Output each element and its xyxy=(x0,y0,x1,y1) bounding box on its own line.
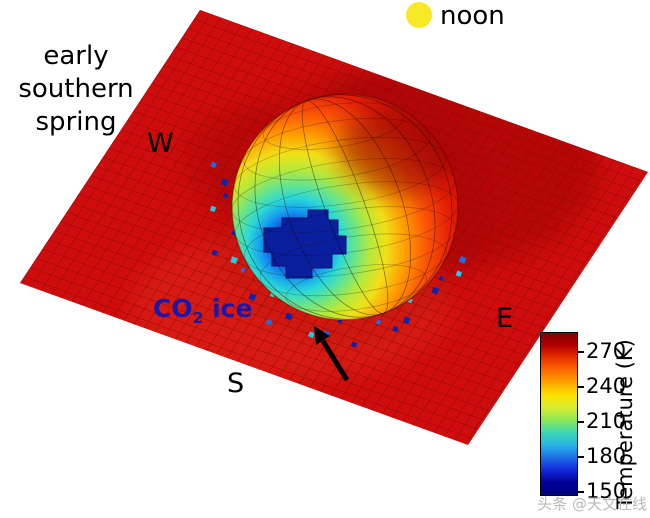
noon-label: noon xyxy=(440,1,505,31)
east-label: E xyxy=(496,303,514,334)
colorbar-tick-label: 240 xyxy=(586,373,627,398)
season-label: early southern spring xyxy=(0,40,152,139)
watermark: 头条 @天文在线 xyxy=(537,495,647,513)
season-line-2: southern xyxy=(18,74,134,104)
south-label: S xyxy=(227,368,245,399)
season-line-3: spring xyxy=(35,107,117,137)
co2-ice-label: CO2 ice xyxy=(153,294,252,327)
colorbar-tick-mark xyxy=(577,350,584,353)
colorbar-tick-mark xyxy=(577,385,584,388)
season-line-1: early xyxy=(43,41,109,71)
colorbar-tick-mark xyxy=(577,490,584,493)
colorbar-tick-label: 210 xyxy=(586,408,627,433)
frost-specks xyxy=(209,161,467,348)
co2-ice-label-sub: 2 xyxy=(192,309,204,327)
colorbar-tick-label: 150 xyxy=(586,478,627,503)
colorbar-tick-mark xyxy=(577,455,584,458)
colorbar-axis-label: Temperature (K) xyxy=(613,339,637,509)
co2-ice-label-main: CO xyxy=(153,294,193,323)
sun-noon-icon xyxy=(406,2,432,28)
co2-ice-label-rest: ice xyxy=(203,294,253,323)
co2-ice-patch xyxy=(263,209,347,279)
colorbar-tick-label: 270 xyxy=(586,338,627,363)
colorbar-gradient xyxy=(540,332,578,496)
arrow-annotation xyxy=(314,326,350,382)
dome-rim xyxy=(231,93,459,321)
colorbar-tick-mark xyxy=(577,420,584,423)
colorbar-tick-label: 180 xyxy=(586,443,627,468)
west-label: W xyxy=(147,128,174,159)
